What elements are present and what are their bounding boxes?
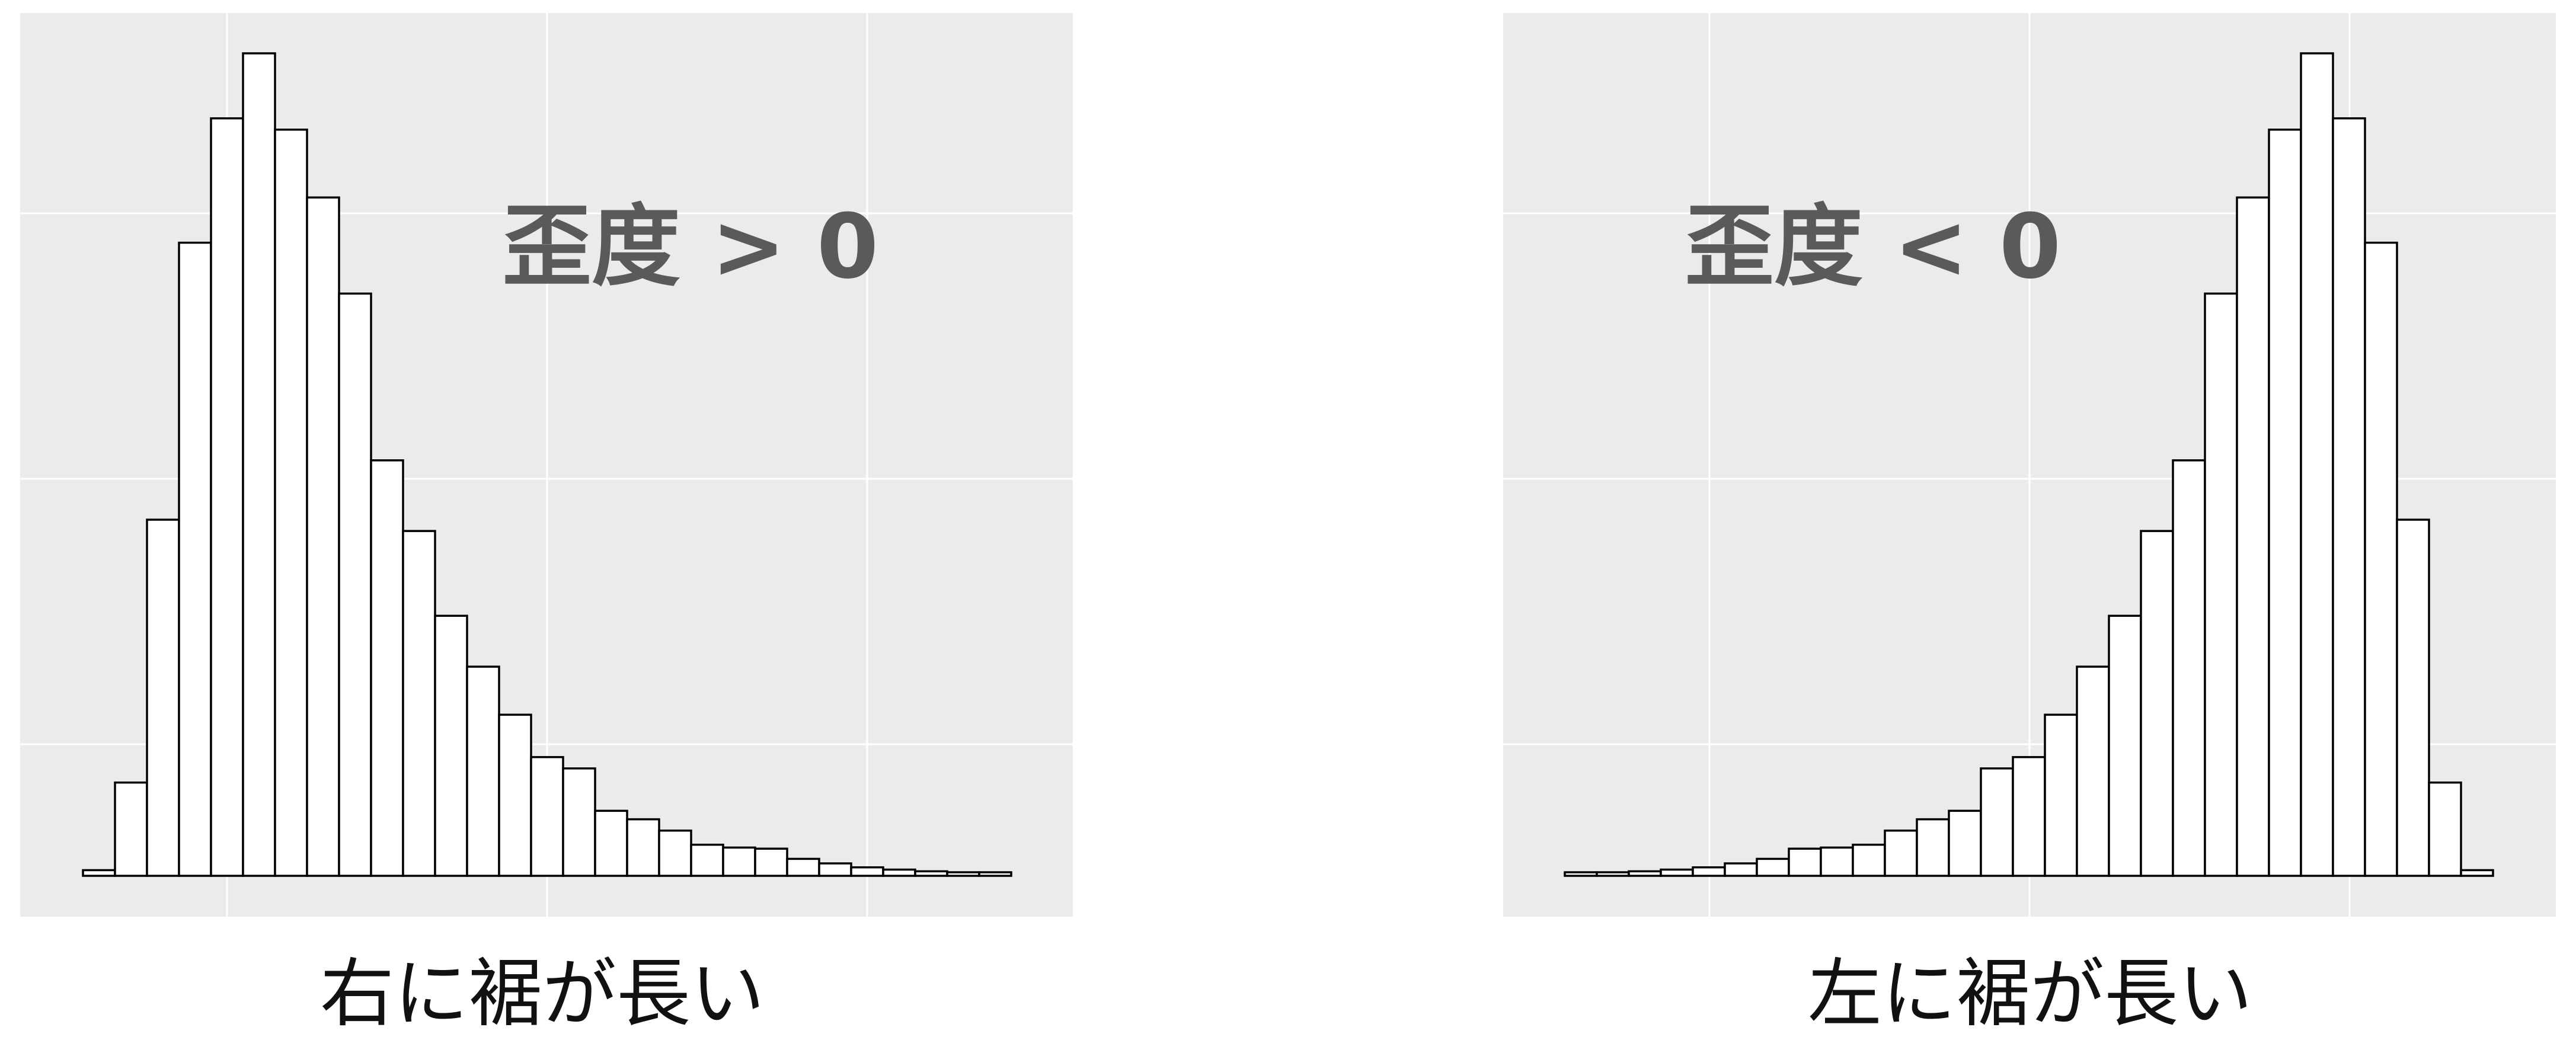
histogram-bar: [2012, 756, 2046, 877]
histogram-bar: [146, 518, 180, 877]
histogram-bar: [1756, 857, 1790, 877]
histogram-bar: [2396, 518, 2430, 877]
histogram-bar: [82, 869, 116, 877]
histogram-bars: [82, 52, 1012, 877]
histogram-bar: [2236, 196, 2270, 877]
histogram-bar: [402, 530, 436, 877]
histogram-bar: [2300, 52, 2334, 877]
histogram-panel-right-skewed: 歪度 > 0: [20, 13, 1073, 917]
histogram-bar: [178, 241, 212, 877]
skewness-annotation: 歪度 < 0: [1685, 196, 2062, 299]
histogram-bar: [1788, 847, 1822, 877]
skewness-annotation: 歪度 > 0: [503, 196, 879, 299]
histogram-bar: [2428, 781, 2462, 877]
histogram-bar: [1692, 866, 1726, 877]
histogram-bar: [1724, 862, 1758, 877]
histogram-bar: [274, 129, 308, 877]
histogram-bar: [1660, 868, 1694, 877]
histogram-bar: [658, 829, 692, 877]
histogram-bar: [2044, 713, 2078, 877]
histogram-bar: [114, 781, 148, 877]
histogram-bar: [2204, 292, 2238, 877]
histogram-bar: [434, 614, 468, 877]
histogram-bar: [1948, 809, 1982, 877]
histogram-bar: [370, 459, 404, 877]
histogram-bar: [2108, 614, 2142, 877]
histogram-bar: [914, 870, 948, 877]
histogram-bar: [2268, 129, 2302, 877]
histogram-bar: [978, 871, 1012, 877]
histogram-bar: [946, 871, 980, 877]
histogram-bar: [786, 857, 820, 877]
histogram-bar: [2364, 241, 2398, 877]
histogram-bar: [2332, 117, 2366, 877]
histogram-bar: [562, 767, 596, 877]
histogram-bar: [210, 117, 244, 877]
histogram-bar: [1884, 829, 1918, 877]
histogram-bar: [242, 52, 276, 877]
histogram-bar: [818, 862, 852, 877]
histogram-bar: [498, 713, 532, 877]
histogram-bar: [1980, 767, 2014, 877]
histogram-bar: [2140, 530, 2174, 877]
histogram-bar: [306, 196, 340, 877]
histogram-bars: [1564, 52, 2494, 877]
histogram-bar: [850, 866, 884, 877]
histogram-bar: [594, 809, 628, 877]
histogram-bar: [1628, 870, 1662, 877]
histogram-bar: [626, 818, 660, 877]
histogram-bar: [338, 292, 372, 877]
caption-right-tail: 右に裾が長い: [320, 951, 765, 1037]
histogram-bar: [2460, 869, 2494, 877]
histogram-bar: [1820, 846, 1854, 877]
histogram-panel-left-skewed: 歪度 < 0: [1503, 13, 2556, 917]
histogram-bar: [722, 846, 756, 877]
histogram-bar: [1564, 871, 1598, 877]
histogram-bar: [2172, 459, 2206, 877]
histogram-bar: [690, 843, 724, 877]
histogram-bar: [754, 847, 788, 877]
histogram-bar: [1852, 843, 1886, 877]
caption-left-tail: 左に裾が長い: [1808, 951, 2252, 1037]
histogram-bar: [1916, 818, 1950, 877]
histogram-bar: [530, 756, 564, 877]
histogram-bar: [1596, 871, 1630, 877]
histogram-bar: [882, 868, 916, 877]
histogram-bar: [466, 665, 500, 877]
histogram-bar: [2076, 665, 2110, 877]
